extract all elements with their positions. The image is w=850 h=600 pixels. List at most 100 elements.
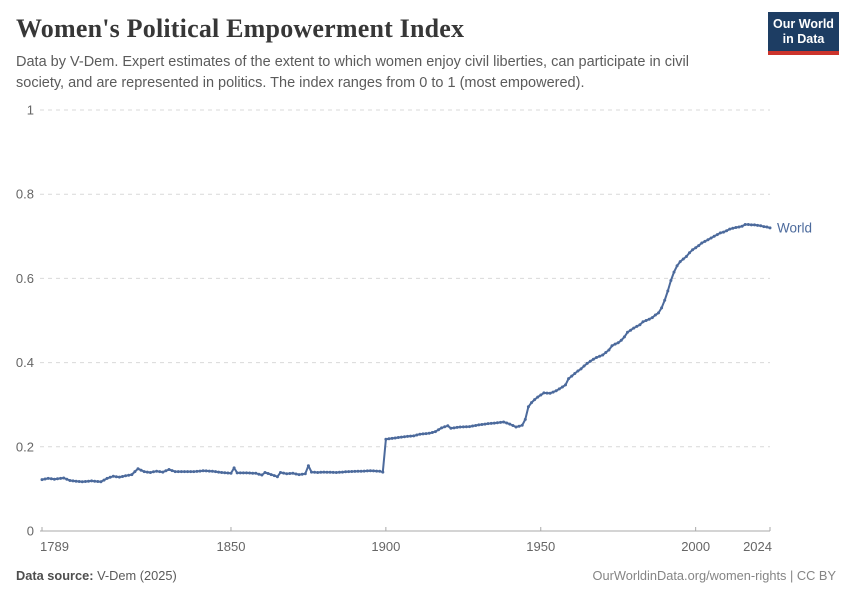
data-point-marker [728,227,732,231]
data-point-marker [133,470,137,474]
data-point-marker [455,425,459,429]
data-point-marker [675,264,679,268]
data-point-marker [545,391,549,395]
data-point-marker [313,470,317,474]
data-point-marker [350,470,354,473]
data-point-marker [567,377,571,381]
data-point-marker [145,470,149,474]
data-point-marker [415,433,419,437]
data-point-marker [235,471,239,475]
data-point-marker [638,323,642,327]
data-point-marker [170,469,174,473]
series-end-label-world[interactable]: World [777,220,812,235]
data-point-marker [220,471,224,474]
data-point-marker [306,464,310,468]
data-point-marker [725,229,729,233]
data-point-marker [449,426,453,430]
data-point-marker [111,474,115,478]
data-point-marker [703,239,707,243]
data-point-marker [502,420,506,424]
data-point-marker [372,469,375,473]
data-point-marker [433,430,437,434]
data-point-marker [474,424,478,427]
data-point-marker [347,470,351,474]
owid-logo[interactable]: Our World in Data [768,12,839,55]
data-point-marker [189,470,193,474]
x-tick-label: 1900 [371,539,400,554]
credit-link[interactable]: OurWorldinData.org/women-rights | CC BY [592,568,836,583]
data-point-marker [297,473,301,477]
data-point-marker [52,477,56,481]
data-point-marker [257,472,261,476]
data-point-marker [520,423,524,427]
data-point-marker [303,472,307,476]
data-point-marker [492,421,496,425]
data-point-marker [765,225,769,229]
data-point-marker [108,475,112,479]
data-point-marker [207,469,211,473]
data-point-marker [514,425,518,429]
data-point-marker [483,422,487,426]
data-point-marker [291,471,295,475]
data-point-marker [183,470,186,474]
data-point-marker [142,470,146,474]
world-series-line[interactable] [41,223,771,483]
data-point-marker [526,405,530,409]
data-point-marker [192,470,196,474]
data-point-marker [356,469,360,473]
data-point-marker [650,316,654,320]
data-point-marker [248,471,252,475]
data-point-marker [523,417,527,421]
world-series[interactable] [40,223,772,484]
data-point-marker [576,369,580,373]
data-point-marker [285,472,289,476]
data-point-marker [263,471,267,474]
data-point-marker [508,422,512,426]
data-point-marker [564,383,567,387]
data-point-marker [241,471,245,475]
data-point-marker [217,470,221,474]
data-point-marker [62,476,66,480]
data-point-marker [328,470,332,474]
data-point-marker [93,479,97,483]
chart-header: Women's Political Empowerment Index Data… [16,14,756,94]
data-point-marker [591,357,595,361]
data-point-marker [117,475,121,479]
data-point-marker [746,223,750,226]
data-point-marker [406,434,409,438]
data-point-marker [749,223,753,227]
data-point-marker [130,473,134,477]
data-point-marker [560,385,564,389]
data-point-marker [124,474,128,478]
data-point-marker [694,246,698,250]
data-point-marker [40,478,44,482]
data-point-marker [437,428,440,432]
data-point-marker [282,471,286,475]
data-source-value: V-Dem (2025) [93,568,177,583]
data-point-marker [635,324,639,328]
data-point-marker [706,238,710,242]
data-point-marker [260,473,264,477]
data-point-marker [254,471,258,475]
y-tick-label: 0.2 [16,439,34,454]
data-point-marker [700,241,704,245]
data-point-marker [152,470,155,474]
x-tick-label: 1789 [40,539,69,554]
data-point-marker [644,319,648,322]
data-point-marker [511,424,515,427]
data-point-marker [688,251,691,255]
data-point-marker [595,356,598,359]
data-point-marker [90,479,94,483]
data-point-marker [443,425,447,429]
data-point-marker [709,236,713,240]
data-point-marker [393,436,397,440]
data-point-marker [399,435,403,439]
x-tick-label: 2024 [743,539,772,554]
data-point-marker [530,401,533,405]
data-point-marker [424,432,428,436]
data-point-marker [737,225,741,229]
data-point-marker [548,391,552,395]
data-point-marker [753,223,756,227]
data-point-marker [573,372,577,375]
